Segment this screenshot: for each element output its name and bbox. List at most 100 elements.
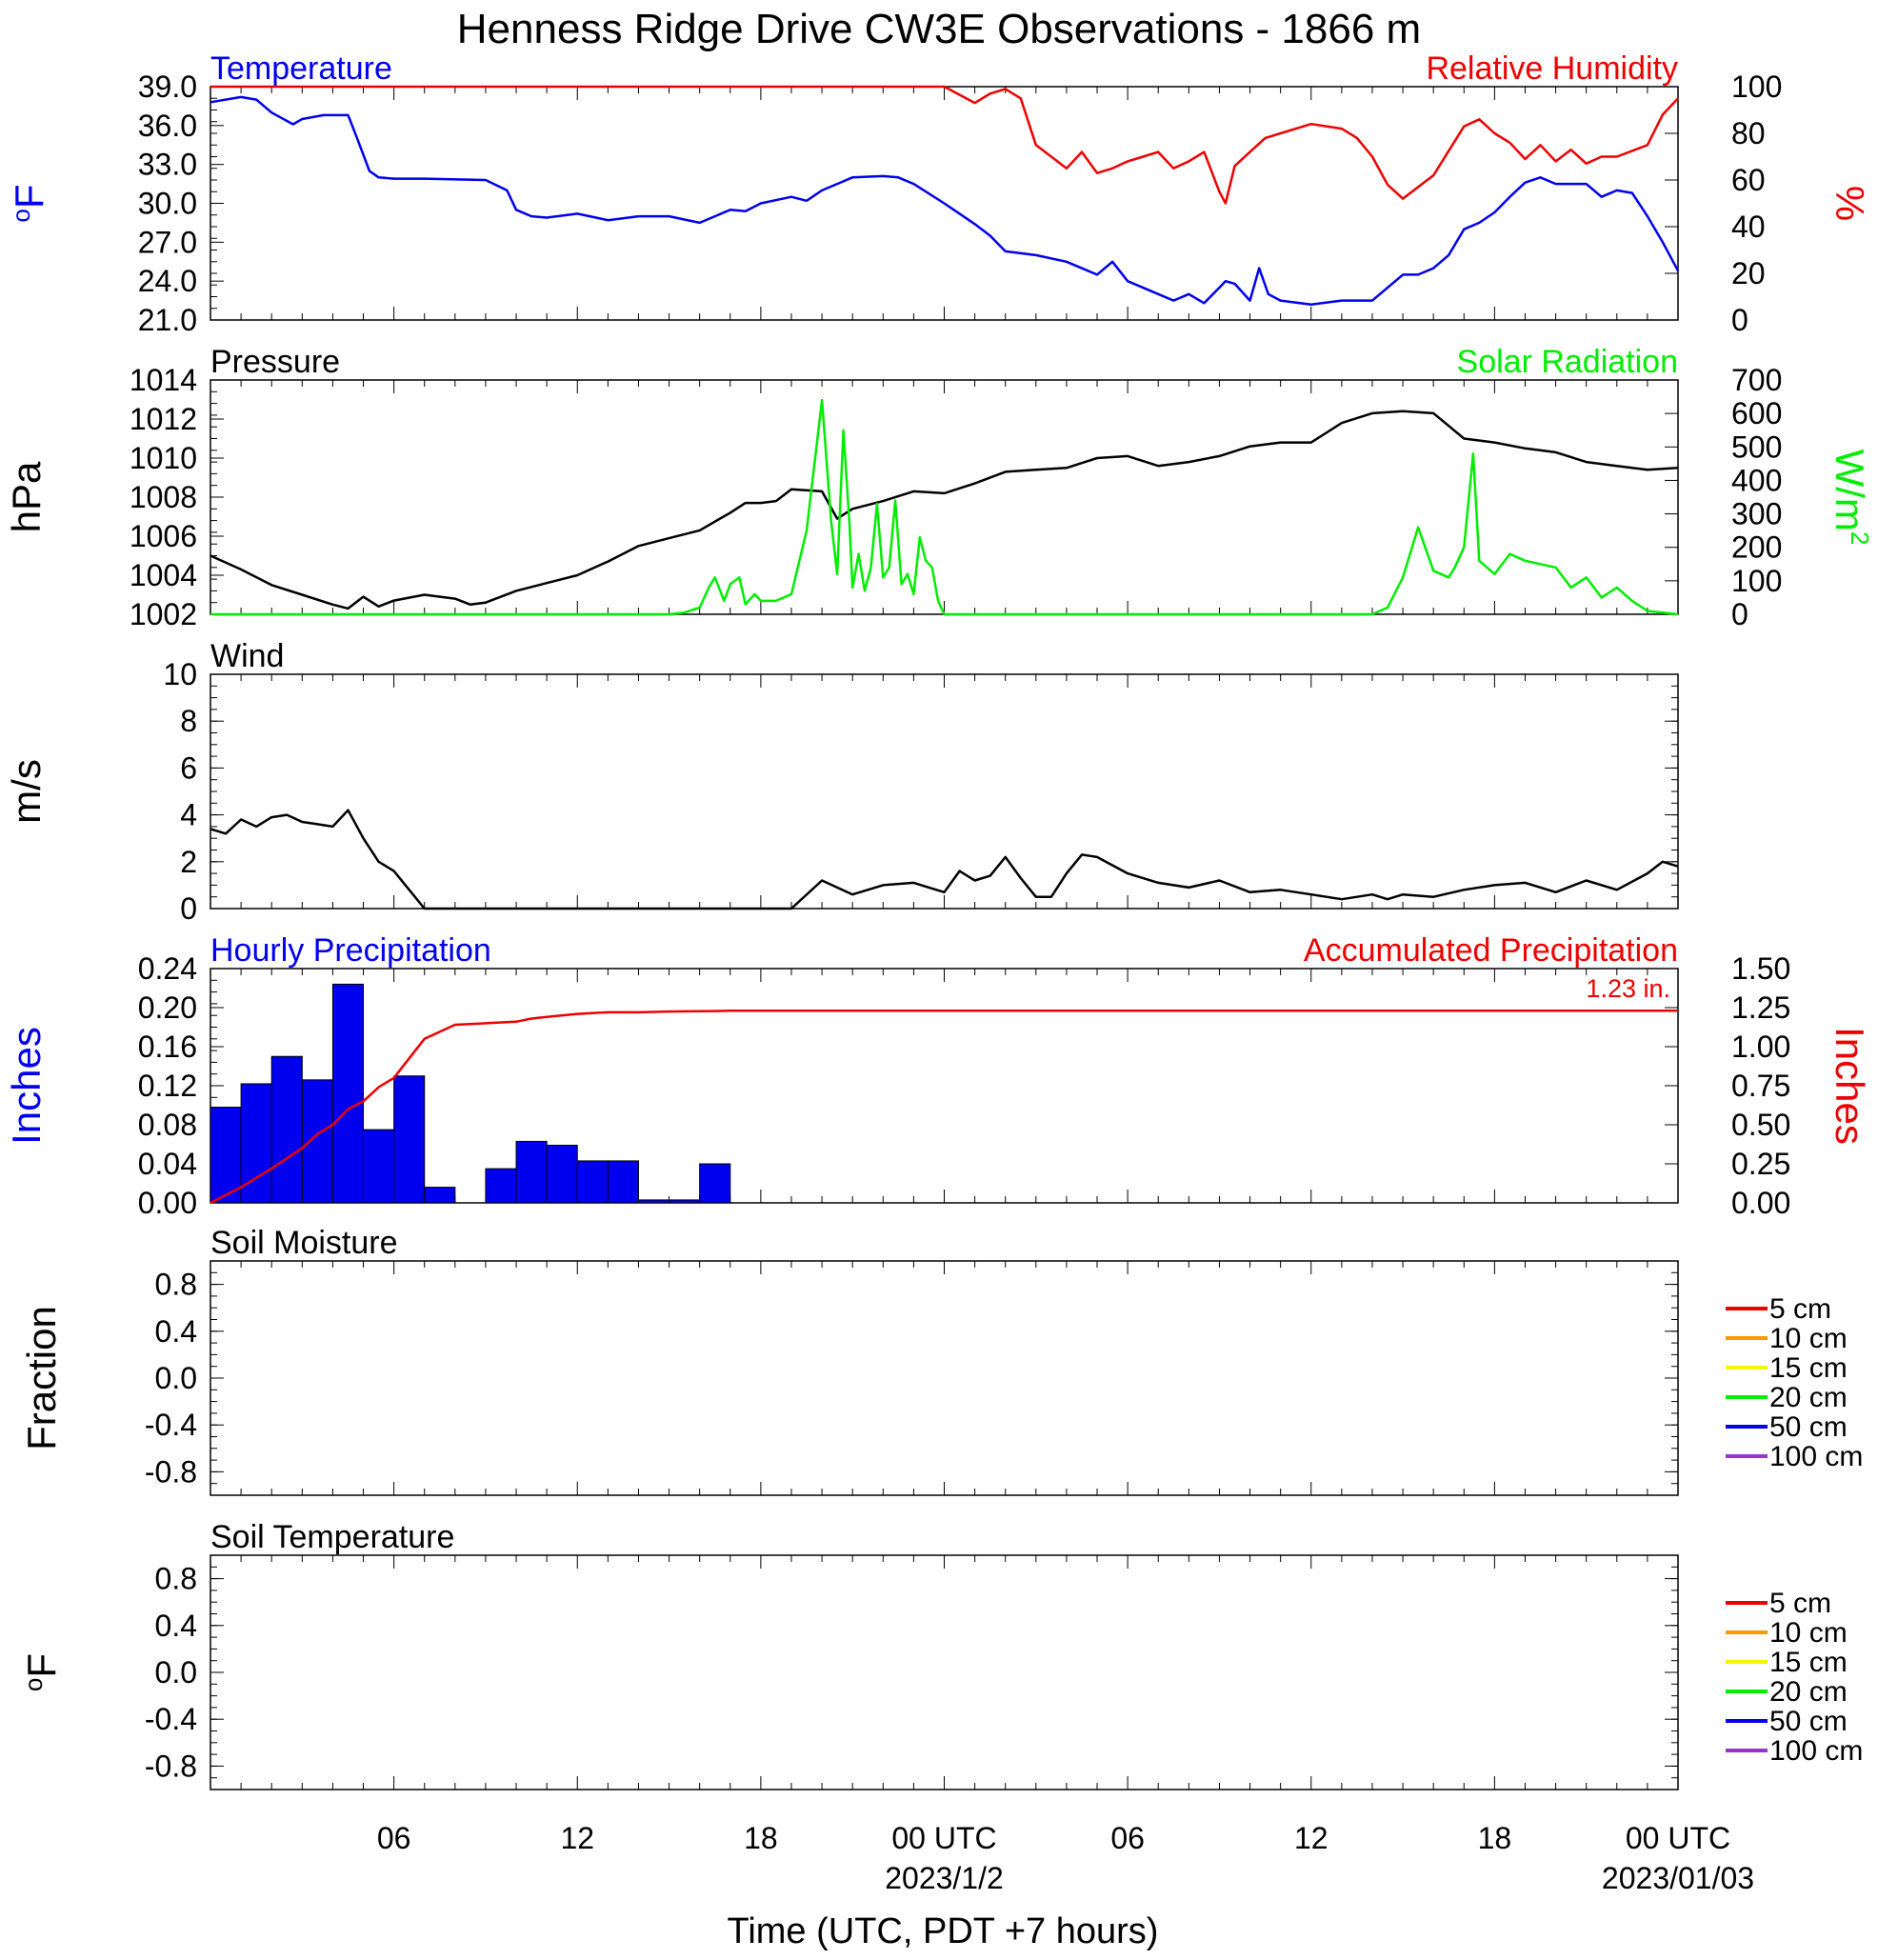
x-tick-label: 00 UTC [891, 1821, 996, 1855]
panel-0: 39.0 36.0 33.0 30.0 27.0 24.0 21.0 100 80 60 40 20 0… [7, 50, 1872, 337]
plot-frame [210, 379, 1679, 615]
y-right-tick-label: 500 [1731, 430, 1782, 464]
plot-frame [210, 968, 1679, 1204]
panel-right-title: Solar Radiation [1457, 344, 1678, 380]
y-right-tick-label: 0 [1731, 597, 1748, 631]
y-tick-label: 33.0 [138, 148, 197, 182]
y-right-tick-label: 1.50 [1731, 951, 1790, 986]
panel-left-title: Temperature [210, 50, 392, 87]
precip-bar [546, 1145, 578, 1204]
x-axis: 06 12 18 00 UTC 06 12 18 00 UTC 2023/1/2 2023/01/… [377, 1821, 1754, 1895]
y-tick-label: 2 [180, 845, 197, 879]
y-tick-label: 0.12 [138, 1069, 197, 1103]
legend-label: 20 cm [1769, 1676, 1848, 1708]
panel-3: 0.24 0.20 0.16 0.12 0.08 0.04 0.00 1.50 1.25 1.00… [4, 932, 1872, 1220]
panel-left-title: Soil Moisture [210, 1225, 398, 1261]
legend-label: 5 cm [1769, 1588, 1831, 1619]
y-tick-label: 1010 [130, 441, 197, 475]
panel-left-title: Wind [210, 638, 284, 674]
y-right-axis-label: % [1828, 186, 1872, 221]
plot-frame [210, 673, 1679, 910]
y-right-tick-label: 40 [1731, 210, 1766, 244]
y-tick-label: 0.08 [138, 1108, 197, 1142]
x-tick-label: 18 [1478, 1821, 1512, 1855]
y-tick-label: 0.16 [138, 1030, 197, 1064]
y-tick-label: 1014 [130, 363, 197, 397]
panel-left-title: Pressure [210, 344, 340, 380]
x-date-label: 2023/01/03 [1602, 1861, 1754, 1895]
y-tick-label: 1006 [130, 519, 197, 553]
chart-title: Henness Ridge Drive CW3E Observations - … [457, 6, 1421, 52]
y-right-tick-label: 100 [1731, 564, 1782, 598]
y-tick-label: -0.4 [145, 1408, 197, 1442]
y-right-tick-label: 0.50 [1731, 1108, 1790, 1142]
y-tick-label: 21.0 [138, 303, 197, 337]
y-right-axis-label: W/m2 [1828, 450, 1874, 546]
precip-bar [515, 1140, 548, 1204]
y-right-tick-label: 600 [1731, 396, 1782, 430]
y-tick-label: 1012 [130, 402, 197, 436]
unit-letter: F [19, 1653, 64, 1678]
panel-right-title: Relative Humidity [1426, 50, 1678, 87]
y-axis-label: Fraction [19, 1306, 64, 1450]
y-right-tick-label: 60 [1731, 163, 1766, 197]
y-right-tick-label: 0 [1731, 303, 1748, 337]
y-tick-label: 0.00 [138, 1186, 197, 1220]
series-line [210, 398, 1679, 616]
y-tick-label: 0.04 [138, 1147, 197, 1181]
accumulated-total-label: 1.23 in. [1586, 974, 1670, 1003]
series-line [210, 95, 1680, 306]
y-right-tick-label: 0.75 [1731, 1069, 1790, 1103]
unit-superscript: 2 [1846, 531, 1874, 545]
plot-frame [210, 1554, 1679, 1790]
panel-left-title: Soil Temperature [210, 1519, 454, 1555]
unit-w-per-m: W/m [1828, 450, 1872, 531]
y-tick-label: 0.8 [155, 1268, 197, 1302]
legend-label: 10 cm [1769, 1323, 1848, 1354]
precip-bar [424, 1187, 456, 1204]
x-date-label: 2023/1/2 [885, 1861, 1004, 1895]
y-axis-label: oF [7, 184, 51, 222]
y-tick-label: 4 [180, 798, 197, 832]
y-tick-label: 6 [180, 750, 197, 785]
y-tick-label: 0.0 [155, 1361, 197, 1395]
precip-bar [393, 1075, 426, 1204]
y-tick-label: 0.4 [155, 1609, 197, 1643]
legend-label: 15 cm [1769, 1647, 1848, 1678]
y-tick-label: 0.20 [138, 990, 197, 1025]
y-tick-label: 30.0 [138, 187, 197, 221]
y-tick-label: 36.0 [138, 109, 197, 143]
panels: 39.036.033.030.027.024.021.0100806040200… [4, 50, 1874, 1790]
legend-label: 10 cm [1769, 1617, 1848, 1649]
legend-label: 50 cm [1769, 1706, 1848, 1737]
y-tick-label: 0.4 [155, 1314, 197, 1349]
y-right-tick-label: 200 [1731, 530, 1782, 565]
y-right-tick-label: 1.25 [1731, 990, 1790, 1025]
precip-bar [331, 983, 365, 1204]
y-axis-label: oF [19, 1653, 64, 1691]
x-tick-label: 00 UTC [1626, 1821, 1730, 1855]
plot-frame [210, 1260, 1679, 1496]
x-tick-label: 06 [1110, 1821, 1145, 1855]
y-tick-label: 0 [180, 891, 197, 926]
x-tick-label: 12 [1294, 1821, 1329, 1855]
precip-bar [607, 1160, 639, 1204]
series-line [210, 85, 1679, 205]
legend-label: 50 cm [1769, 1411, 1848, 1443]
unit-letter: F [7, 184, 51, 209]
precip-bar [301, 1079, 333, 1204]
precip-bar [699, 1163, 731, 1204]
y-right-tick-label: 80 [1731, 116, 1766, 150]
legend-label: 20 cm [1769, 1382, 1848, 1413]
y-tick-label: 39.0 [138, 70, 197, 104]
y-right-axis-label: Inches [1828, 1027, 1872, 1145]
y-tick-label: 1008 [130, 480, 197, 514]
y-right-tick-label: 100 [1731, 70, 1782, 104]
precip-bar [270, 1055, 303, 1204]
x-axis-label: Time (UTC, PDT +7 hours) [728, 1911, 1159, 1951]
series-line [210, 809, 1679, 910]
degree-symbol: o [19, 1678, 48, 1691]
y-tick-label: 8 [180, 704, 197, 738]
